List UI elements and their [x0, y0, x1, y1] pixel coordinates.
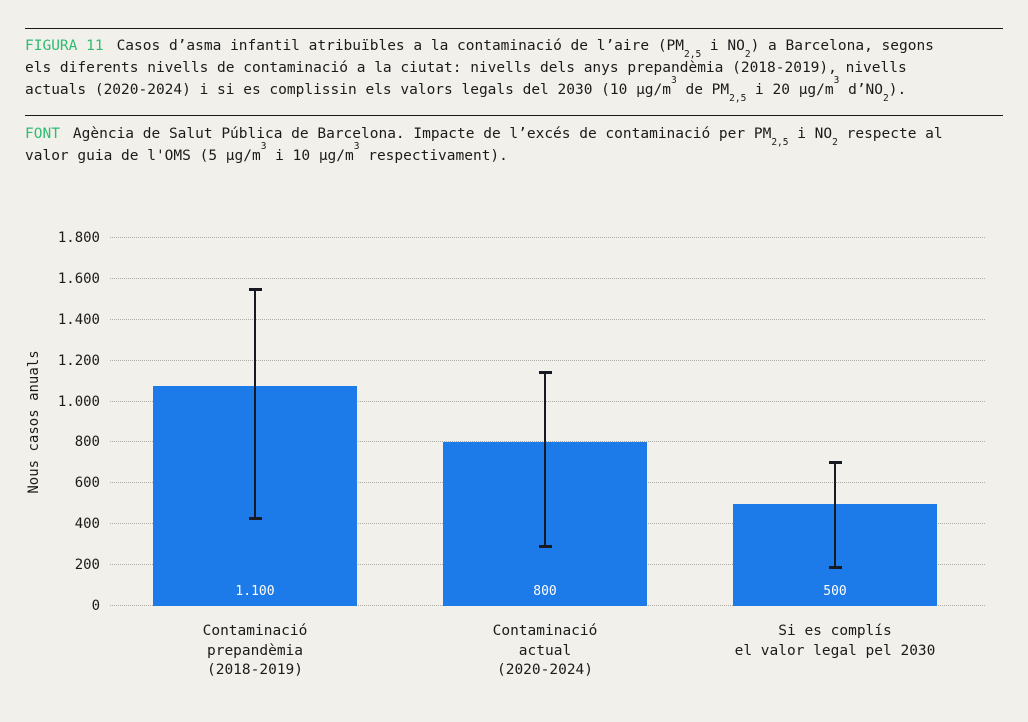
bar-value-label: 800 — [533, 583, 557, 599]
source-caption: FONT Agència de Salut Pública de Barcelon… — [25, 123, 1013, 167]
error-bar — [833, 462, 837, 568]
figure-title: Casos d’asma infantil atribuïbles a la c… — [25, 38, 934, 104]
bar-value-label: 500 — [823, 583, 847, 599]
bar-value-label: 1.100 — [235, 583, 275, 599]
y-tick-label: 400 — [74, 516, 100, 533]
gridline — [110, 237, 985, 238]
error-bar-cap-bottom — [828, 565, 842, 569]
source-rule — [25, 115, 1003, 117]
y-tick-label: 1.600 — [57, 270, 100, 287]
y-tick-label: 1.800 — [57, 230, 100, 246]
y-tick-label: 1.000 — [57, 393, 100, 410]
x-tick-label: Si es complís el valor legal pel 2030 — [734, 623, 936, 659]
figure-label: FIGURA 11 — [25, 38, 104, 54]
top-rule — [25, 28, 1003, 30]
error-bar — [253, 289, 257, 519]
error-bar — [543, 372, 547, 547]
y-tick-label: 0 — [91, 598, 100, 614]
error-bar-cap-bottom — [538, 545, 552, 549]
error-bar-cap-top — [828, 461, 842, 465]
y-tick-label: 600 — [74, 475, 100, 492]
error-bar-cap-top — [538, 371, 552, 375]
y-tick-label: 800 — [74, 434, 100, 451]
y-tick-label: 1.400 — [57, 311, 100, 328]
gridline — [110, 277, 985, 279]
gridline — [110, 400, 985, 402]
source-label: FONT — [25, 126, 60, 142]
y-tick-label: 200 — [74, 557, 100, 574]
figure-caption: FIGURA 11 Casos d’asma infantil atribuïbl… — [25, 35, 1013, 104]
error-bar-cap-bottom — [248, 516, 262, 520]
y-tick-label: 1.200 — [57, 352, 100, 369]
x-tick-label: Contaminació actual (2020-2024) — [492, 623, 598, 678]
source-text: Agència de Salut Pública de Barcelona. I… — [25, 126, 943, 164]
gridline — [110, 318, 985, 320]
x-tick-label: Contaminació prepandèmia (2018-2019) — [202, 623, 308, 678]
gridline — [110, 441, 985, 443]
error-bar-cap-top — [248, 287, 262, 291]
gridline — [110, 359, 985, 361]
